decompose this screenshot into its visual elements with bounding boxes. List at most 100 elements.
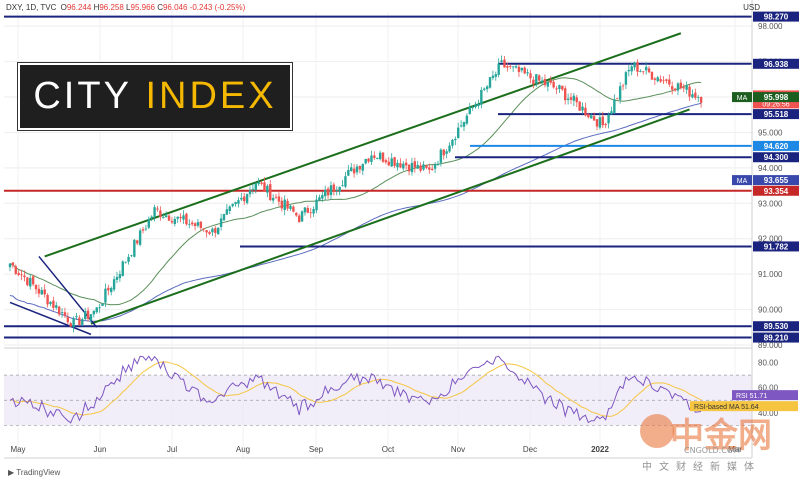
candle-body	[110, 288, 113, 293]
candle-body	[376, 158, 379, 159]
rsi-tick-label: 40.00	[758, 409, 779, 418]
candle-body	[699, 97, 703, 103]
candle-body	[127, 256, 130, 262]
time-axis[interactable]: May Jun Jul Aug Sep Oct Nov Dec 2022 Mar	[4, 445, 752, 459]
candle-body	[624, 72, 628, 85]
candle-body	[271, 197, 275, 201]
candle-body	[286, 200, 289, 209]
candle-body	[509, 66, 512, 67]
candle-body	[535, 74, 538, 84]
candle-body	[326, 188, 330, 196]
level-tag-label: 95.518	[764, 110, 789, 119]
candle-body	[653, 78, 657, 80]
candle-body	[104, 288, 107, 303]
candle-body	[219, 218, 223, 227]
candle-body	[338, 186, 341, 192]
candle-body	[147, 219, 150, 228]
candle-body	[37, 288, 41, 294]
candle-body	[457, 127, 460, 139]
candle-body	[630, 66, 633, 72]
candle-body	[66, 317, 70, 323]
candle-body	[347, 170, 350, 176]
candles	[8, 55, 703, 333]
candle-body	[144, 228, 148, 230]
candle-body	[295, 212, 298, 216]
candle-body	[633, 62, 636, 68]
candle-body	[23, 275, 26, 278]
candle-body	[419, 165, 422, 171]
candle-body	[378, 152, 382, 160]
candle-body	[422, 164, 425, 170]
level-tag	[753, 11, 799, 22]
candle-body	[500, 60, 503, 62]
candle-body	[691, 94, 694, 98]
candle-body	[384, 160, 388, 163]
price-tag-time: 09:26:56	[762, 101, 789, 108]
candle-body	[607, 114, 610, 124]
candle-body	[581, 106, 584, 111]
candle-body	[75, 316, 78, 318]
candle-body	[352, 168, 356, 174]
candle-body	[485, 86, 489, 90]
candle-body	[477, 103, 480, 106]
candle-body	[202, 228, 205, 230]
candle-body	[679, 82, 683, 89]
time-tick-label: Aug	[236, 445, 250, 454]
candle-body	[442, 149, 445, 156]
candle-body	[425, 165, 428, 168]
candle-body	[659, 79, 662, 82]
candle-body	[621, 85, 625, 87]
time-tick-label: Sep	[309, 445, 324, 454]
candle-body	[55, 305, 58, 308]
candle-body	[662, 80, 665, 82]
price-tick-label: 95.000	[758, 128, 783, 137]
candle-body	[72, 318, 75, 328]
price-tick-label: 91.000	[758, 270, 783, 279]
time-tick-label: Dec	[523, 445, 537, 454]
candle-body	[665, 79, 668, 81]
candle-body	[436, 163, 440, 165]
tradingview-label: TradingView	[16, 468, 61, 477]
symbol-name: DXY, 1D, TVC	[6, 3, 57, 12]
rsi-ma-tag-label: RSI-based MA 51.64	[694, 404, 759, 411]
candle-body	[8, 263, 12, 268]
candle-body	[49, 301, 52, 305]
candle-body	[263, 182, 266, 193]
price-axis[interactable]: 98.00097.00096.00095.00094.00093.00092.0…	[690, 0, 800, 484]
candle-body	[587, 113, 590, 118]
candle-body	[639, 71, 642, 72]
candle-body	[193, 223, 197, 227]
candle-body	[34, 284, 38, 290]
candle-body	[494, 74, 497, 77]
candle-body	[329, 185, 333, 196]
candle-body	[358, 165, 362, 170]
candle-body	[297, 215, 301, 223]
time-tick-label: Nov	[451, 445, 465, 454]
level-tag-label: 93.354	[764, 187, 789, 196]
candle-body	[540, 80, 544, 82]
level-tag	[753, 241, 799, 252]
candle-body	[199, 221, 203, 228]
candle-body	[292, 206, 295, 212]
price-tick-label: 89.000	[758, 341, 783, 350]
candle-body	[118, 274, 122, 279]
candle-body	[344, 176, 347, 187]
price-tick-label: 92.000	[758, 235, 783, 244]
tradingview-logo[interactable]: ▶ TradingView	[8, 468, 60, 477]
candle-body	[578, 101, 581, 111]
symbol-header: DXY, 1D, TVC O96.244 H96.258 L95.966 C96…	[6, 3, 245, 12]
candle-body	[396, 162, 399, 168]
candle-body	[300, 211, 304, 222]
level-tag	[753, 109, 799, 120]
candle-body	[523, 67, 526, 74]
rsi-line	[9, 355, 702, 424]
price-tag-label: 93.655	[764, 176, 789, 185]
candle-body	[598, 117, 602, 128]
price-tick-label: 94.000	[758, 164, 783, 173]
candle-body	[130, 255, 133, 257]
candle-body	[483, 88, 486, 90]
candle-body	[150, 216, 153, 219]
candle-body	[222, 213, 226, 221]
candle-body	[188, 223, 191, 225]
candle-body	[225, 209, 229, 215]
